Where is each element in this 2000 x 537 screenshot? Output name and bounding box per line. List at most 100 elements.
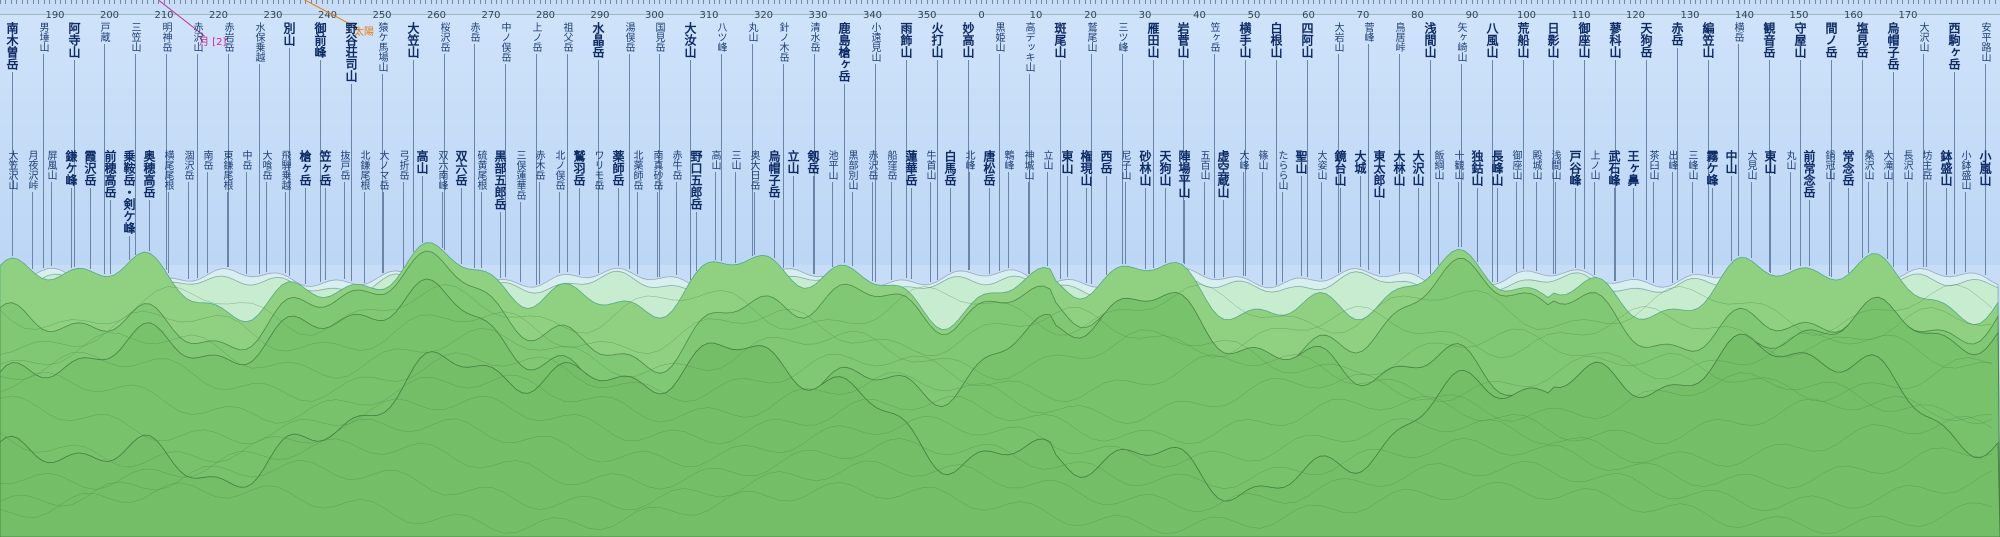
peak-label[interactable]: 神城山: [1022, 150, 1033, 180]
peak-label[interactable]: 赤岳: [1670, 22, 1684, 46]
peak-label[interactable]: 大汝山: [683, 22, 697, 58]
peak-label[interactable]: 八風山: [1485, 22, 1499, 58]
peak-label[interactable]: 雨飾山: [899, 22, 913, 58]
peak-label[interactable]: 尼子山: [1119, 150, 1130, 180]
peak-label[interactable]: 横尾尾根: [162, 150, 173, 190]
peak-label[interactable]: 黒姫山: [993, 22, 1004, 52]
peak-label[interactable]: たらら山: [1276, 150, 1287, 190]
peak-label[interactable]: 常念岳: [1841, 150, 1855, 186]
peak-label[interactable]: 薬師岳: [611, 150, 625, 186]
peak-label[interactable]: 御座山: [1577, 22, 1591, 58]
peak-label[interactable]: 浅間山: [1549, 150, 1560, 180]
peak-label[interactable]: 北薬師岳: [631, 150, 642, 190]
peak-label[interactable]: 三ツ峰: [1116, 22, 1127, 52]
peak-label[interactable]: 丸山: [1784, 150, 1795, 170]
peak-label[interactable]: 水保乗越: [253, 22, 264, 62]
peak-label[interactable]: 赤岩岳: [222, 22, 233, 52]
peak-label[interactable]: 大姿山: [1315, 150, 1326, 180]
peak-label[interactable]: 針ノ木岳: [777, 22, 788, 62]
peak-label[interactable]: 長峰山: [1490, 150, 1504, 186]
peak-label[interactable]: 北鎌尾根: [358, 150, 369, 190]
peak-label[interactable]: 八ツ峰: [715, 22, 726, 52]
peak-label[interactable]: 笠ヶ岳: [318, 150, 332, 186]
peak-label[interactable]: 奥大日岳: [748, 150, 759, 190]
peak-label[interactable]: 奥穂高岳: [142, 150, 156, 198]
peak-label[interactable]: 赤木岳: [533, 150, 544, 180]
peak-label[interactable]: 硫黄尾根: [475, 150, 486, 190]
peak-label[interactable]: 三山: [729, 150, 740, 170]
peak-label[interactable]: 東太郎山: [1372, 150, 1386, 198]
peak-label[interactable]: 上ノ山: [1588, 150, 1599, 180]
peak-label[interactable]: 御座山: [1510, 150, 1521, 180]
peak-label[interactable]: 池平山: [826, 150, 837, 180]
peak-label[interactable]: 鏡台山: [1333, 150, 1347, 186]
peak-label[interactable]: 虚空蔵山: [1216, 150, 1230, 198]
peak-label[interactable]: 月夜沢峠: [26, 150, 37, 190]
peak-label[interactable]: 大沢山: [1917, 22, 1928, 52]
peak-label[interactable]: 岩菅山: [1176, 22, 1190, 58]
peak-label[interactable]: 飛騨乗越: [279, 150, 290, 190]
peak-label[interactable]: 聖山: [1294, 150, 1308, 174]
peak-label[interactable]: 丸山: [746, 22, 757, 42]
peak-label[interactable]: 霧ケ峰: [1705, 150, 1719, 186]
peak-label[interactable]: 中山: [1724, 150, 1738, 174]
moon-marker[interactable]: 月 [2]: [199, 37, 227, 48]
peak-label[interactable]: 桜沢岳: [438, 22, 449, 52]
peak-label[interactable]: 矢ヶ崎山: [1455, 22, 1466, 62]
peak-label[interactable]: 小遠見山: [869, 22, 880, 62]
peak-label[interactable]: 御前峰: [313, 22, 327, 58]
peak-label[interactable]: 北ノ俣岳: [553, 150, 564, 190]
peak-label[interactable]: 大見山: [1745, 150, 1756, 180]
peak-label[interactable]: 赤沢山: [191, 22, 202, 52]
peak-label[interactable]: 戸谷峰: [1568, 150, 1582, 186]
peak-label[interactable]: 烏帽子岳: [767, 150, 781, 198]
peak-label[interactable]: 双六南峰: [436, 150, 447, 190]
sun-marker[interactable]: 太陽: [354, 27, 374, 38]
peak-label[interactable]: 鎌ケ峰: [64, 150, 78, 186]
peak-label[interactable]: 鳥居峠: [1393, 22, 1404, 52]
peak-label[interactable]: 南真砂岳: [651, 150, 662, 190]
peak-label[interactable]: 菅峰: [1362, 22, 1373, 42]
peak-label[interactable]: 大城: [1353, 150, 1367, 174]
peak-label[interactable]: 烏帽子岳: [1886, 22, 1900, 70]
peak-label[interactable]: 涸沢岳: [182, 150, 193, 180]
peak-label[interactable]: 赤岳: [468, 22, 479, 42]
peak-label[interactable]: 蓼科山: [1608, 22, 1622, 58]
peak-label[interactable]: 野口五郎岳: [689, 150, 703, 210]
peak-label[interactable]: 安平路山: [1979, 22, 1990, 62]
peak-label[interactable]: 屏風山: [45, 150, 56, 180]
peak-label[interactable]: 赤牛岳: [670, 150, 681, 180]
peak-label[interactable]: 殿城山: [1530, 150, 1541, 180]
peak-label[interactable]: 大笠沢山: [6, 150, 17, 190]
peak-label[interactable]: 明神岳: [160, 22, 171, 52]
peak-label[interactable]: 抜戸岳: [338, 150, 349, 180]
peak-label[interactable]: 妙高山: [961, 22, 975, 58]
peak-label[interactable]: 双六岳: [454, 150, 468, 186]
peak-label[interactable]: 小鉢盛山: [1959, 150, 1970, 190]
peak-label[interactable]: 乗鞍岳・剣ケ峰: [122, 150, 136, 234]
peak-label[interactable]: 四阿山: [1300, 22, 1314, 58]
peak-label[interactable]: 五百山: [1198, 150, 1209, 180]
peak-label[interactable]: 清水岳: [808, 22, 819, 52]
peak-label[interactable]: 西駒ヶ岳: [1947, 22, 1961, 70]
peak-label[interactable]: 中ノ俣岳: [499, 22, 510, 62]
peak-label[interactable]: 間ノ岳: [1824, 22, 1838, 58]
peak-label[interactable]: 笠ヶ岳: [1208, 22, 1219, 52]
peak-label[interactable]: 唐松岳: [982, 150, 996, 186]
peak-label[interactable]: 十観山: [1452, 150, 1463, 180]
peak-label[interactable]: 桑沢山: [1862, 150, 1873, 180]
peak-label[interactable]: 西岳: [1099, 150, 1113, 174]
peak-label[interactable]: 前常念岳: [1802, 150, 1816, 198]
peak-label[interactable]: 鷲羽岳: [572, 150, 586, 186]
peak-label[interactable]: 立山: [786, 150, 800, 174]
peak-label[interactable]: 黒部別山: [846, 150, 857, 190]
peak-label[interactable]: 火打山: [930, 22, 944, 58]
peak-label[interactable]: 南木曽岳: [5, 22, 19, 70]
peak-label[interactable]: 小嵐山: [1978, 150, 1992, 186]
peak-label[interactable]: 守屋山: [1793, 22, 1807, 58]
peak-label[interactable]: 船窪岳: [885, 150, 896, 180]
peak-label[interactable]: 斑尾山: [1053, 22, 1067, 58]
peak-label[interactable]: 水晶岳: [591, 22, 605, 58]
peak-label[interactable]: 槍ヶ岳: [298, 150, 312, 186]
